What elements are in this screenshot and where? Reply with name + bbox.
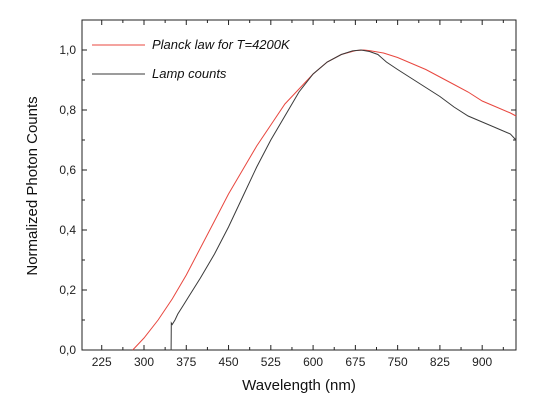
y-tick-label-5: 1,0 [59,43,76,57]
x-tick-label-900: 900 [472,355,492,369]
x-tick-label-450: 450 [219,355,239,369]
x-tick-label-375: 375 [176,355,196,369]
x-tick-label-675: 675 [345,355,365,369]
series-line-lamp [170,49,517,351]
x-tick-label-825: 825 [430,355,450,369]
axis-ticks: 225 300 375 450 525 600 675 750 825 900 0,0 0,2 0,4 0… [59,19,516,369]
x-tick-label-750: 750 [388,355,408,369]
x-tick-label-300: 300 [134,355,154,369]
y-tick-label-0: 0,0 [59,343,76,357]
plot-frame [81,19,517,351]
legend-label-lamp: Lamp counts [152,66,227,81]
series-line-planck [132,49,517,351]
y-tick-label-2: 0,4 [59,223,76,237]
series-lines [132,49,517,351]
y-tick-label-3: 0,6 [59,163,76,177]
legend-label-planck: Planck law for T=4200K [152,37,291,52]
x-tick-label-600: 600 [303,355,323,369]
x-tick-label-525: 525 [261,355,281,369]
y-tick-label-1: 0,2 [59,283,76,297]
legend: Planck law for T=4200K Lamp counts [92,37,291,81]
y-axis-title: Normalized Photon Counts [24,96,41,275]
x-axis-title: Wavelength (nm) [242,377,356,394]
x-tick-label-225: 225 [92,355,112,369]
y-tick-label-4: 0,8 [59,103,76,117]
